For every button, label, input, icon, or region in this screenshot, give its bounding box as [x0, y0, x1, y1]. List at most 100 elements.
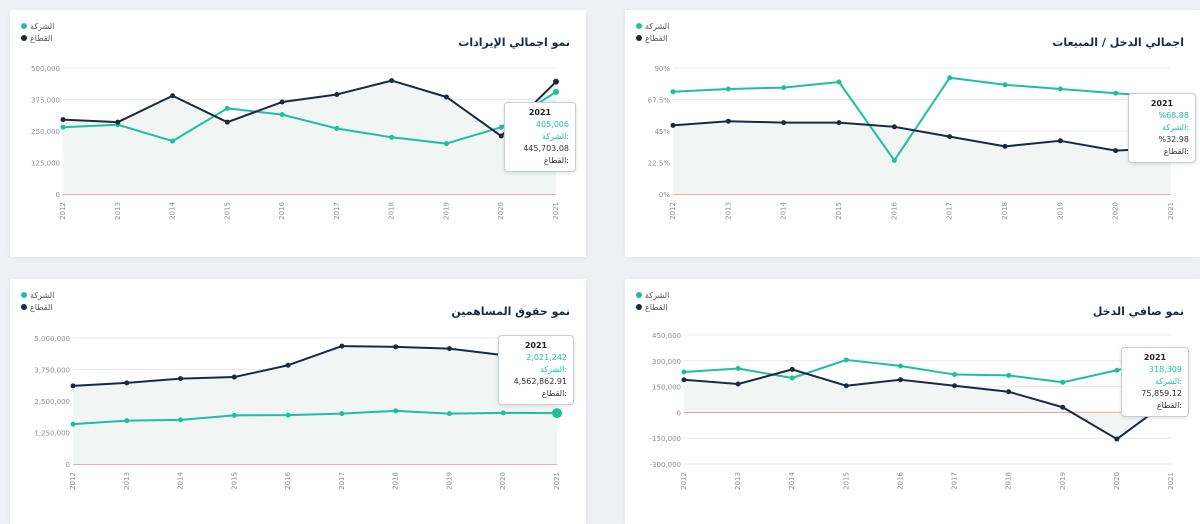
sector-point	[279, 99, 285, 105]
tooltip-sector-label: القطاع:	[541, 389, 567, 398]
legend-label-company: الشركة	[30, 290, 55, 300]
sector-series-line	[683, 368, 1172, 441]
company-point	[552, 408, 562, 419]
x-tick-label: 2017	[338, 472, 346, 490]
chart-income-sales: 90% 67.5% 45% 22.5% 0% 2012 2013 2014 2015 2016 20…	[648, 65, 1175, 220]
tooltip-year: 2021	[524, 341, 548, 350]
company-point	[789, 375, 795, 381]
sector-area	[63, 80, 556, 194]
y-tick-label: 500,000	[31, 65, 60, 73]
legend-dot-company	[21, 292, 27, 298]
x-tick-label: 2012	[680, 472, 688, 490]
tooltip-company-label: الشركة:	[1154, 377, 1182, 386]
company-point	[897, 363, 903, 369]
legend-item-sector[interactable]: القطاع	[636, 301, 669, 313]
tooltip-year: 2021	[528, 108, 552, 117]
company-series-line	[672, 76, 1172, 162]
company-point	[389, 134, 395, 140]
legend: الشركة القطاع	[21, 20, 54, 44]
tooltip-company-label: الشركة:	[541, 132, 569, 141]
sector-point	[897, 377, 903, 383]
sector-point	[231, 374, 237, 380]
company-point	[446, 411, 452, 417]
sector-area	[684, 369, 1171, 440]
y-tick-label: 0	[56, 191, 60, 199]
sector-point	[836, 120, 842, 126]
chart-tooltip: 2021 318,309 الشركة: 75,859.12 القطاع:	[1121, 347, 1189, 417]
x-tick-label: 2013	[734, 472, 742, 490]
sector-point	[115, 119, 121, 125]
tooltip-company-label: الشركة:	[539, 365, 567, 374]
chart-title: نمو صافي الدخل	[1092, 305, 1184, 318]
card-net-income-growth: 450,000 300,000 150,000 0 -150,000 -300,000 20…	[625, 279, 1200, 524]
sector-point	[1113, 148, 1119, 154]
x-tick-label: 2018	[392, 472, 400, 490]
company-point	[843, 357, 849, 363]
x-tick-label: 2016	[896, 471, 904, 489]
sector-point	[124, 380, 130, 386]
sector-point	[224, 119, 230, 125]
sector-point	[285, 362, 291, 368]
legend-item-company[interactable]: الشركة	[636, 289, 669, 301]
legend-item-company[interactable]: الشركة	[21, 20, 54, 32]
legend-dot-sector	[636, 304, 642, 310]
sector-point	[891, 124, 897, 130]
company-series-line	[72, 409, 558, 426]
sector-point	[1006, 389, 1012, 395]
legend-item-sector[interactable]: القطاع	[636, 32, 669, 44]
x-tick-label: 2015	[230, 472, 238, 490]
company-point	[178, 417, 184, 423]
sector-point	[952, 383, 958, 389]
company-point	[836, 79, 842, 85]
legend: الشركة القطاع	[636, 289, 669, 313]
chart-title: نمو حقوق المساهمين	[451, 305, 570, 318]
legend-dot-sector	[21, 35, 27, 41]
x-tick-label: 2019	[1059, 472, 1067, 490]
company-series-line	[62, 91, 557, 145]
legend-item-company[interactable]: الشركة	[636, 20, 669, 32]
chart-title: نمو اجمالي الإيرادات	[458, 36, 570, 49]
legend-label-company: الشركة	[645, 290, 670, 300]
x-tick-label: 2018	[1005, 472, 1013, 490]
card-income-sales: 90% 67.5% 45% 22.5% 0% 2012 2013 2014 2015 2016 20…	[625, 10, 1200, 257]
card-revenue-growth: 500,000 375,000 250,000 125,000 0 2012 2013 201…	[10, 10, 586, 257]
legend-item-sector[interactable]: القطاع	[21, 32, 54, 44]
tooltip-sector-value: 445,703.08	[523, 144, 569, 153]
x-tick-label: 2015	[223, 202, 231, 220]
x-tick-label: 2020	[1112, 202, 1120, 220]
tooltip-company-label: الشركة:	[1161, 123, 1189, 132]
sector-point	[443, 94, 449, 100]
x-tick-label: 2021	[1167, 472, 1175, 490]
x-tick-label: 2021	[552, 202, 560, 220]
legend-item-sector[interactable]: القطاع	[21, 301, 54, 313]
y-tick-label: 375,000	[31, 97, 60, 105]
x-tick-label: 2014	[169, 201, 177, 219]
legend-item-company[interactable]: الشركة	[21, 289, 54, 301]
company-point	[1113, 90, 1119, 96]
company-point	[170, 138, 176, 144]
company-point	[891, 157, 897, 163]
legend-label-sector: القطاع	[30, 302, 53, 312]
company-point	[124, 418, 130, 424]
legend-dot-company	[636, 23, 642, 29]
x-tick-label: 2019	[442, 202, 450, 220]
sector-point	[339, 343, 345, 349]
sector-point	[170, 93, 176, 99]
company-point	[781, 85, 787, 91]
x-tick-label: 2017	[946, 202, 954, 220]
x-tick-label: 2016	[890, 201, 898, 219]
company-point	[1060, 379, 1066, 385]
company-point	[279, 112, 285, 118]
company-point	[339, 411, 345, 417]
sector-point	[735, 381, 741, 387]
x-tick-label: 2012	[59, 202, 67, 220]
sector-point	[393, 344, 399, 350]
company-point	[285, 412, 291, 418]
sector-area	[673, 121, 1171, 194]
card-equity-growth: 5,000,000 3,750,000 2,500,000 1,250,000 0 201…	[10, 279, 586, 524]
legend-label-sector: القطاع	[645, 302, 668, 312]
x-tick-label: 2013	[123, 472, 131, 490]
company-point	[1057, 86, 1063, 92]
company-point	[681, 369, 687, 375]
company-point	[1114, 367, 1120, 373]
